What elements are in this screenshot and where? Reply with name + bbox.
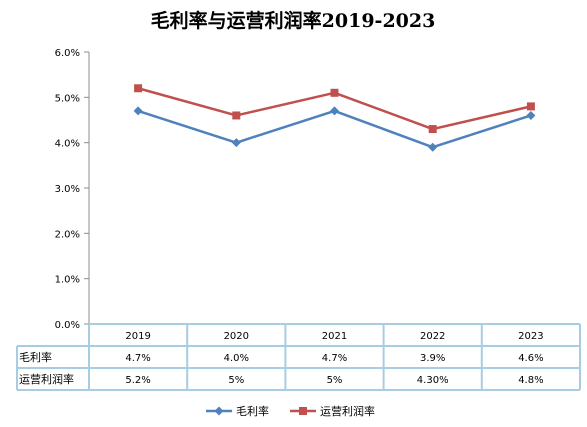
y-tick-label: 4.0% <box>55 139 80 150</box>
legend-marker-0 <box>214 406 224 416</box>
table-cell: 3.9% <box>420 353 445 364</box>
data-point-0 <box>428 142 438 152</box>
table-row-header: 运营利润率 <box>19 372 74 386</box>
chart-title: 毛利率与运营利润率2019-2023 <box>151 9 436 32</box>
x-category-label: 2023 <box>518 331 543 342</box>
table-cell: 5% <box>327 375 343 386</box>
table-cell: 4.7% <box>125 353 150 364</box>
table-cell: 4.0% <box>224 353 249 364</box>
x-category-label: 2019 <box>125 331 150 342</box>
data-table: 2019 2020 2021 2022 2023 毛利率 4.7% 4.0% 4.7% 3.9% 4… <box>16 323 581 391</box>
data-point-0 <box>330 106 339 116</box>
data-point-1 <box>526 102 535 111</box>
table-cell: 4.8% <box>518 375 543 386</box>
legend: 毛利率 运营利润率 <box>206 404 375 418</box>
legend-marker-1 <box>299 407 307 415</box>
x-category-label: 2020 <box>224 331 249 342</box>
x-category-label: 2022 <box>420 331 445 342</box>
table-cell: 5% <box>228 375 244 386</box>
legend-label-1: 运营利润率 <box>320 404 375 418</box>
data-point-1 <box>330 88 339 97</box>
data-point-1 <box>428 125 437 134</box>
table-cell: 4.7% <box>322 353 347 364</box>
legend-label-0: 毛利率 <box>236 404 269 418</box>
y-tick-label: 3.0% <box>55 184 80 195</box>
y-tick-label: 0.0% <box>55 320 80 331</box>
table-cell: 4.6% <box>518 353 543 364</box>
table-cell: 4.30% <box>417 375 449 386</box>
y-tick-label: 5.0% <box>55 93 80 104</box>
y-tick-label: 1.0% <box>55 275 80 286</box>
x-category-label: 2021 <box>322 331 347 342</box>
data-point-1 <box>232 111 241 120</box>
y-tick-label: 2.0% <box>55 229 80 240</box>
data-point-0 <box>526 110 536 120</box>
series-layer <box>133 84 536 152</box>
series-line-0 <box>137 109 532 149</box>
data-point-0 <box>231 138 241 148</box>
table-cell: 5.2% <box>125 375 150 386</box>
axes: 0.0% 1.0% 2.0% 3.0% 4.0% 5.0% 6.0% <box>55 48 90 331</box>
y-tick-label: 6.0% <box>55 48 80 59</box>
data-point-0 <box>133 106 143 116</box>
data-point-1 <box>134 84 143 93</box>
table-row-header: 毛利率 <box>19 350 52 364</box>
